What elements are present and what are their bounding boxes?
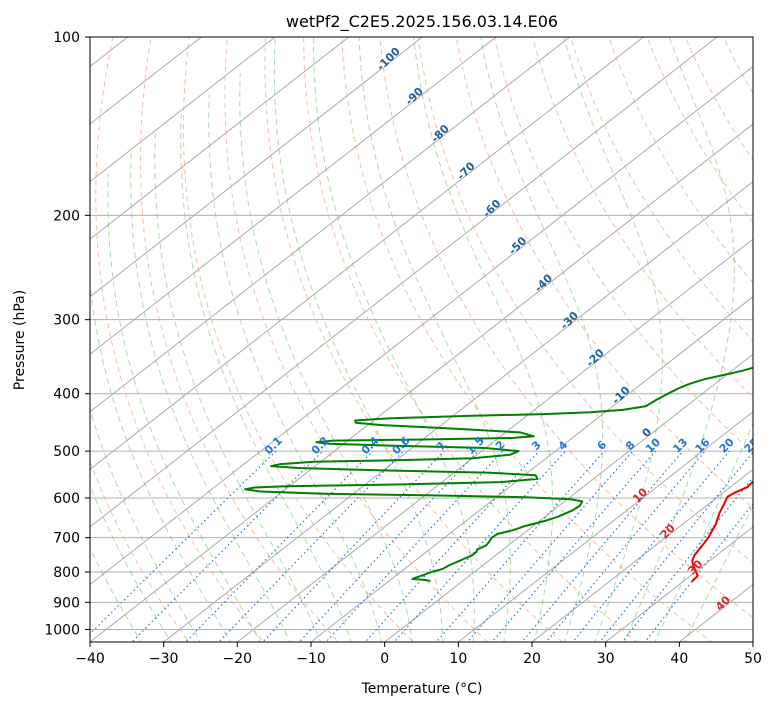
y-tick-label: 800: [53, 565, 80, 581]
isotherm-line: [90, 37, 645, 470]
y-tick-label: 600: [53, 491, 80, 507]
moist-adiabat-line: [273, 37, 444, 642]
mixing-ratio-line: [325, 450, 504, 642]
moist-adiabat-line: [208, 94, 383, 642]
y-tick-label: 400: [53, 387, 80, 403]
chart-title: wetPf2_C2E5.2025.156.03.14.E06: [286, 12, 558, 32]
x-tick-label: 20: [523, 651, 541, 667]
x-tick-label: −20: [223, 651, 253, 667]
x-axis-title: Temperature (°C): [361, 681, 483, 697]
x-tick-label: 40: [670, 651, 688, 667]
mixing-ratio-line: [621, 476, 753, 642]
moist-adiabat-line: [563, 37, 663, 642]
dry-adiabats: [90, 37, 753, 642]
y-tick-label: 1000: [44, 622, 80, 638]
x-tick-label: −30: [149, 651, 179, 667]
isotherm-line: [90, 37, 350, 240]
x-tick-label: −40: [75, 651, 105, 667]
mixing-ratio-line: [261, 450, 445, 642]
dry-adiabat-line: [224, 37, 489, 642]
moist-adiabat-line: [358, 37, 511, 642]
isotherm-line: [90, 123, 753, 642]
mixing-ratio-label: 25: [742, 436, 762, 456]
mixing-ratio-line: [491, 450, 657, 642]
dry-adiabat-line: [139, 37, 339, 642]
isotherm-line: [310, 296, 753, 642]
moist-adiabat-line: [90, 484, 172, 642]
mixing-ratio-lines: [90, 450, 753, 642]
dry-adiabat-line: [417, 37, 753, 564]
moist-adiabat-line: [130, 149, 291, 642]
isotherm-line: [90, 37, 276, 183]
dry-adiabat-line: [455, 37, 753, 509]
moist-adiabat-line: [154, 132, 322, 642]
x-tick-label: 50: [744, 651, 762, 667]
sounding-series: [244, 366, 753, 583]
moist-adiabat-line: [180, 114, 352, 642]
dry-adiabat-line: [95, 37, 265, 642]
y-axis-title: Pressure (hPa): [12, 290, 28, 390]
moist-adiabat-line: [239, 72, 413, 642]
isotherm-line: [90, 65, 753, 586]
x-tick-label: 10: [449, 651, 467, 667]
isotherm-line: [604, 526, 753, 642]
dry-adiabat-line: [90, 460, 190, 642]
temperature-profile-line: [691, 480, 753, 583]
mixing-ratio-line: [466, 450, 634, 642]
dewpoint-profile-line: [244, 366, 753, 582]
moist-adiabat-line: [90, 280, 231, 642]
isotherm-line: [162, 180, 753, 642]
isotherm-line: [90, 37, 203, 125]
y-tick-label: 700: [53, 531, 80, 547]
isotherm-line: [90, 37, 571, 413]
dry-adiabat-line: [379, 37, 753, 619]
moist-adiabat-line: [624, 37, 735, 642]
isotherm-line: [236, 238, 753, 642]
y-axis-ticks: 100 200 300 400 500 600 700 800 900 1000: [44, 30, 90, 638]
x-tick-label: 0: [380, 651, 389, 667]
y-tick-label: 900: [53, 595, 80, 611]
isotherm-line: [90, 37, 718, 528]
isotherm-line: [383, 353, 753, 642]
mixing-ratio-line: [545, 450, 706, 642]
skewed-isotherms: [90, 37, 753, 642]
x-tick-label: −10: [296, 651, 326, 667]
moist-adiabat-line: [480, 37, 604, 642]
y-tick-label: 200: [53, 208, 80, 224]
dry-adiabat-line: [264, 37, 564, 642]
moist-adiabat-line: [654, 421, 753, 642]
mixing-ratio-line: [364, 450, 540, 642]
plot-area: 0.10.20.40.611.52346810131620253036-100-…: [90, 37, 762, 642]
y-tick-label: 500: [53, 444, 80, 460]
plot-frame: [89, 36, 754, 643]
isotherm-line: [90, 37, 424, 298]
mixing-ratio-line: [218, 450, 404, 642]
moist-adiabat-line: [413, 37, 554, 642]
isotherm-line: [457, 411, 753, 642]
isotherm-line: [90, 37, 497, 355]
dry-adiabat-line: [303, 37, 638, 642]
dry-adiabat-line: [608, 37, 753, 284]
x-axis-ticks: −40 −30 −20 −10 0 10 20 30 40 50: [75, 642, 762, 667]
moist-adiabat-line: [313, 37, 475, 642]
moist-adiabat-line: [90, 547, 142, 642]
moist-adiabats: [90, 37, 753, 642]
mixing-ratio-line: [521, 450, 684, 642]
y-tick-label: 100: [53, 30, 80, 46]
y-tick-label: 300: [53, 313, 80, 329]
moist-adiabat-line: [90, 407, 201, 642]
dry-adiabat-line: [570, 37, 753, 342]
mixing-ratio-line: [393, 450, 566, 642]
x-tick-label: 30: [597, 651, 615, 667]
mixing-ratio-line: [599, 451, 753, 642]
isotherm-line: [531, 468, 753, 642]
